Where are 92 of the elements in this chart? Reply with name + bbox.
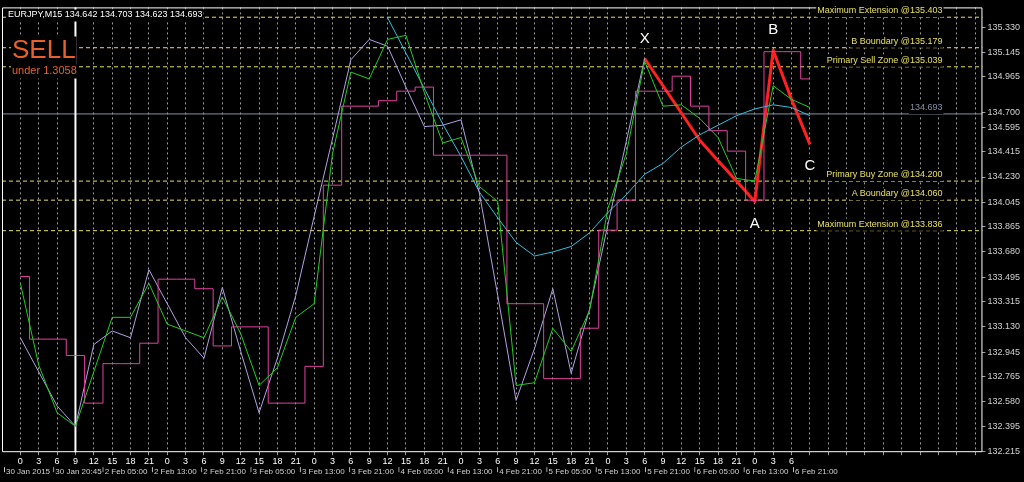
annotation: B [768, 20, 779, 38]
x-tick-label: 12 [235, 456, 246, 467]
x-tick-label: 6 [495, 456, 501, 467]
text: 4 Feb 05:00 [400, 467, 444, 477]
x-tick-label: 18 [713, 456, 724, 467]
ref-line-label: Maximum Extension @135.403 [817, 5, 943, 16]
text: 4 Feb 21:00 [499, 467, 543, 477]
y-tick-label: 134.595 [987, 121, 1021, 132]
y-tick-label: 135.330 [987, 21, 1021, 32]
x-tick-label: 15 [107, 456, 118, 467]
x-tick-label: 0 [458, 456, 464, 467]
text: 6 Feb 13:00 [745, 467, 790, 477]
x-tick-label: 12 [88, 456, 99, 467]
ref-line-label: 134.693 [909, 101, 943, 112]
x-tick-label: 3 [770, 456, 776, 467]
text: 5 Feb 05:00 [548, 467, 592, 477]
y-tick-label: 134.965 [987, 71, 1021, 82]
x-tick-label: 6 [789, 456, 795, 467]
x-tick-label: 9 [219, 456, 225, 467]
x-tick-label: 15 [694, 456, 705, 467]
x-tick-label: 12 [529, 456, 540, 467]
x-tick-label: 15 [254, 456, 265, 467]
x-tick-label: 6 [201, 456, 207, 467]
x-tick-label: 0 [164, 456, 170, 467]
x-tick-label: 15 [400, 456, 411, 467]
ref-line-label: Primary Buy Zone @134.200 [826, 169, 943, 180]
x-tick-label: 12 [382, 456, 393, 467]
text: 2 Feb 13:00 [153, 467, 198, 477]
ref-line-label: Primary Sell Zone @135.039 [826, 54, 943, 65]
x-tick-label: 0 [605, 456, 611, 467]
text: 6 Feb 05:00 [696, 467, 740, 477]
x-tick-label: 21 [584, 456, 595, 467]
ref-line-label: B Boundary @135.179 [851, 35, 943, 46]
x-tick-label: 21 [731, 456, 742, 467]
y-tick-label: 132.945 [987, 346, 1021, 357]
x-tick-label: 15 [547, 456, 558, 467]
annotation: SELL [12, 33, 76, 64]
y-tick-label: 135.145 [987, 46, 1021, 57]
x-tick-label: 18 [272, 456, 283, 467]
y-tick-label: 134.230 [987, 171, 1021, 182]
x-tick-label: 3 [476, 456, 482, 467]
text: 6 Feb 21:00 [795, 467, 839, 477]
x-tick-label: 9 [513, 456, 519, 467]
y-tick-label: 133.680 [987, 246, 1021, 257]
annotation: A [749, 213, 760, 231]
chart-title: EURJPY,M15 134.642 134.703 134.623 134.693 [8, 9, 203, 20]
x-tick-label: 0 [752, 456, 758, 467]
y-tick-label: 134.045 [987, 196, 1021, 207]
text: 3 Feb 13:00 [301, 467, 346, 477]
text: 30 Jan 2015 [6, 467, 51, 477]
y-tick-label: 132.580 [987, 396, 1021, 407]
text: 2 Feb 05:00 [104, 467, 148, 477]
x-tick-label: 6 [54, 456, 60, 467]
x-tick-label: 21 [437, 456, 448, 467]
x-tick-label: 18 [566, 456, 577, 467]
x-tick-label: 3 [183, 456, 189, 467]
x-tick-label: 3 [623, 456, 629, 467]
x-tick-label: 18 [419, 456, 430, 467]
x-tick-label: 21 [143, 456, 154, 467]
x-tick-label: 6 [348, 456, 354, 467]
annotation: X [639, 28, 650, 46]
x-tick-label: 12 [676, 456, 687, 467]
text: 3 Feb 21:00 [351, 467, 395, 477]
y-tick-label: 134.415 [987, 146, 1021, 157]
text: 5 Feb 21:00 [647, 467, 691, 477]
text: 2 Feb 21:00 [203, 467, 247, 477]
x-tick-label: 3 [36, 456, 42, 467]
x-tick-label: 0 [17, 456, 23, 467]
x-tick-label: 9 [660, 456, 666, 467]
x-tick-label: 21 [290, 456, 301, 467]
x-tick-label: 0 [311, 456, 317, 467]
x-tick-label: 3 [329, 456, 335, 467]
y-tick-label: 133.315 [987, 296, 1021, 307]
x-tick-label: 9 [72, 456, 78, 467]
y-tick-label: 132.215 [987, 446, 1021, 456]
y-tick-label: 132.765 [987, 371, 1021, 382]
y-tick-label: 134.700 [987, 107, 1021, 118]
x-tick-label: 18 [125, 456, 136, 467]
text: 3 Feb 05:00 [252, 467, 296, 477]
annotation: under 1.3058 [12, 63, 77, 76]
y-tick-label: 133.130 [987, 321, 1021, 332]
y-tick-label: 133.865 [987, 221, 1021, 232]
y-tick-label: 133.495 [987, 271, 1021, 282]
ref-line-label: Maximum Extension @133.836 [817, 218, 943, 229]
ref-line-label: A Boundary @134.060 [851, 188, 943, 199]
text: 30 Jan 20:45 [55, 467, 103, 477]
x-tick-label: 9 [366, 456, 372, 467]
x-tick-label: 6 [642, 456, 648, 467]
annotation: C [804, 156, 816, 174]
text: 5 Feb 13:00 [597, 467, 642, 477]
text: 4 Feb 13:00 [449, 467, 494, 477]
y-tick-label: 132.395 [987, 421, 1021, 432]
